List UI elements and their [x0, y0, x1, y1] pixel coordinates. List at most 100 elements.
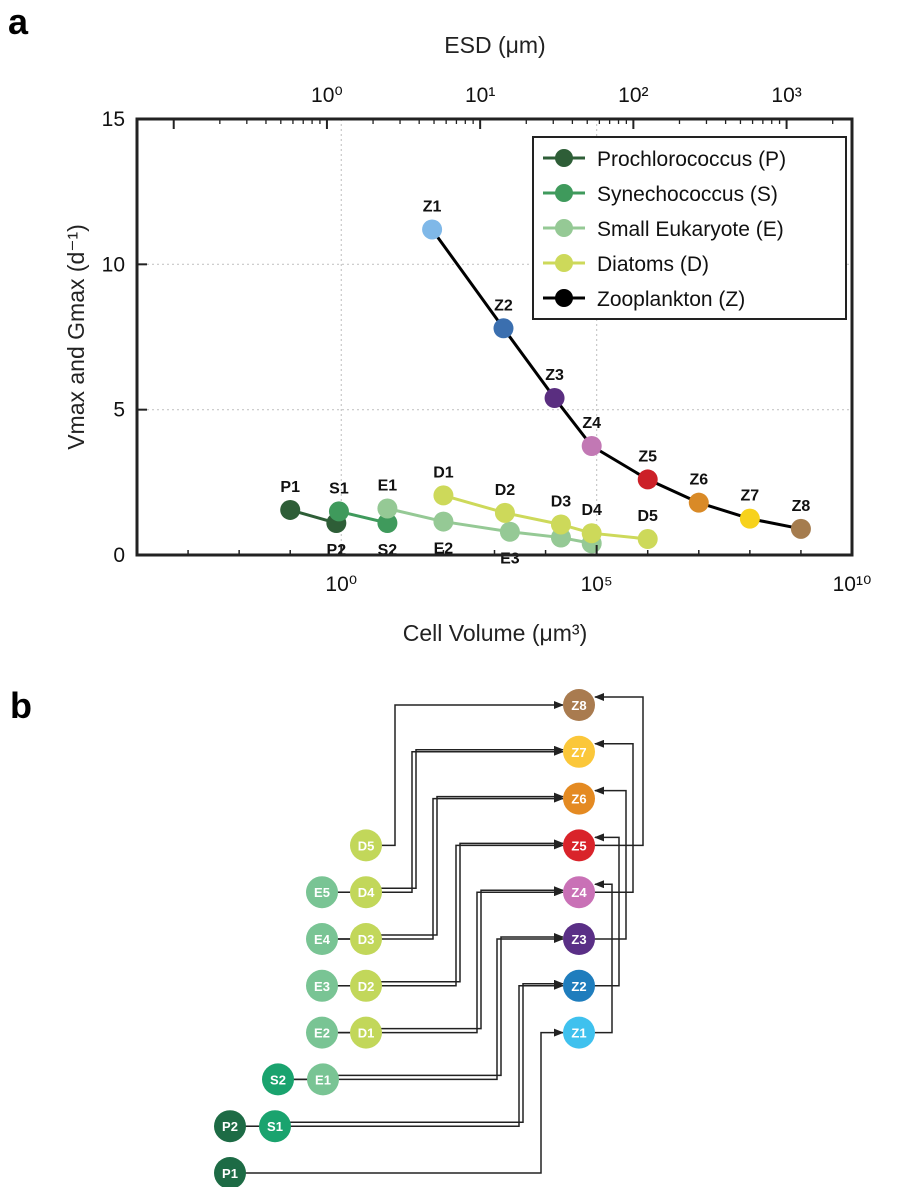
- data-point-E2: [433, 511, 454, 532]
- node-circle: [563, 1016, 595, 1049]
- node-Z7: Z7: [563, 735, 595, 768]
- x-tick-label: 10⁰: [325, 573, 357, 596]
- node-D2: D2: [350, 969, 382, 1002]
- node-label: E3: [314, 979, 330, 994]
- node-S2: S2: [262, 1063, 294, 1096]
- node-circle: [563, 829, 595, 862]
- point-label-Z4: Z4: [582, 415, 601, 432]
- data-point-E1: [377, 498, 398, 519]
- food-web-links: [245, 693, 644, 1174]
- node-circle: [307, 1063, 339, 1096]
- node-circle: [350, 1016, 382, 1049]
- grazing-link: [245, 981, 564, 1127]
- data-point-Z8: [790, 518, 811, 539]
- series-points: [280, 219, 811, 554]
- grazing-link: [594, 833, 620, 987]
- legend-marker: [555, 184, 573, 202]
- point-label-D2: D2: [495, 482, 516, 499]
- top-tick-label: 10¹: [465, 84, 495, 107]
- node-E3: E3: [306, 969, 338, 1002]
- x-axis-title: Cell Volume (μm³): [403, 620, 588, 646]
- food-web-panel-b: P1 P2 S1 S2 E1 E2 E3 E4 E5 D1 D2 D3 D4 D5 Z1 Z2 Z3 Z4 Z5 Z6…: [214, 689, 644, 1187]
- point-label-Z6: Z6: [689, 472, 708, 489]
- node-circle: [306, 876, 338, 909]
- major-ticks: [137, 118, 788, 556]
- top-axis-title: ESD (μm): [444, 32, 545, 58]
- grazing-link: [293, 935, 564, 1081]
- legend-marker: [555, 219, 573, 237]
- node-circle: [563, 782, 595, 815]
- data-point-Z6: [688, 492, 709, 513]
- node-circle: [350, 876, 382, 909]
- node-label: Z2: [571, 979, 586, 994]
- node-Z6: Z6: [563, 782, 595, 815]
- legend-box: [532, 136, 847, 320]
- point-label-S1: S1: [329, 480, 349, 497]
- node-label: E2: [314, 1026, 330, 1041]
- node-label: Z6: [571, 792, 586, 807]
- legend-label: Small Eukaryote (E): [597, 218, 784, 241]
- legend-marker: [555, 289, 573, 307]
- node-Z8: Z8: [563, 689, 595, 721]
- node-label: Z7: [571, 745, 586, 760]
- grazing-link: [337, 888, 564, 1034]
- point-label-D1: D1: [433, 464, 454, 481]
- grazing-link: [381, 701, 564, 847]
- point-label-Z8: Z8: [792, 498, 811, 515]
- node-label: Z5: [571, 838, 586, 853]
- node-P1: P1: [214, 1157, 246, 1187]
- grazing-link: [290, 979, 564, 1123]
- node-E1: E1: [307, 1063, 339, 1096]
- legend-label: Zooplankton (Z): [597, 288, 745, 311]
- node-Z4: Z4: [563, 876, 595, 909]
- y-tick-label: 15: [102, 108, 125, 131]
- node-circle: [563, 969, 595, 1002]
- point-label-D5: D5: [637, 508, 658, 525]
- y-tick-label: 0: [113, 544, 125, 567]
- node-E5: E5: [306, 876, 338, 909]
- node-circle: [350, 829, 382, 862]
- data-point-E3: [499, 521, 520, 542]
- legend-label: Prochlorococcus (P): [597, 148, 786, 171]
- point-label-E1: E1: [378, 477, 398, 494]
- plot-frame: [135, 117, 854, 557]
- point-label-Z7: Z7: [741, 488, 760, 505]
- node-circle: [563, 876, 595, 909]
- point-label-D3: D3: [551, 493, 572, 510]
- node-label: D3: [358, 932, 375, 947]
- data-point-S2: [377, 513, 398, 534]
- node-label: Z1: [571, 1026, 586, 1041]
- data-point-S1: [328, 501, 349, 522]
- data-point-D4: [581, 523, 602, 544]
- node-label: E1: [315, 1072, 331, 1087]
- grazing-link: [381, 792, 564, 936]
- top-tick-label: 10³: [771, 84, 801, 107]
- grazing-link: [381, 839, 564, 983]
- data-point-D1: [433, 485, 454, 506]
- grazing-link: [337, 841, 564, 987]
- node-E4: E4: [306, 923, 338, 955]
- panel-b-label: b: [10, 685, 32, 726]
- grazing-link: [594, 786, 627, 940]
- node-label: P1: [222, 1166, 238, 1181]
- data-point-Z1: [422, 219, 443, 240]
- grazing-link: [594, 693, 644, 847]
- data-point-D5: [637, 529, 658, 550]
- point-label-Z2: Z2: [494, 297, 513, 314]
- tick-labels: 10⁰ 10⁵ 10¹⁰ 0 5 10 15 10⁰ 10¹ 10² 10³: [102, 84, 872, 596]
- node-Z5: Z5: [563, 829, 595, 862]
- node-label: D4: [358, 885, 375, 900]
- node-Z3: Z3: [563, 923, 595, 955]
- node-label: D1: [358, 1026, 375, 1041]
- node-Z1: Z1: [563, 1016, 595, 1049]
- node-P2: P2: [214, 1110, 246, 1143]
- node-D1: D1: [350, 1016, 382, 1049]
- legend: Prochlorococcus (P) Synechococcus (S) Smal…: [532, 136, 847, 320]
- data-point-Z2: [493, 318, 514, 339]
- top-tick-label: 10⁰: [311, 84, 343, 107]
- legend-marker: [555, 149, 573, 167]
- grazing-link: [338, 933, 564, 1077]
- point-label-E2: E2: [434, 541, 454, 558]
